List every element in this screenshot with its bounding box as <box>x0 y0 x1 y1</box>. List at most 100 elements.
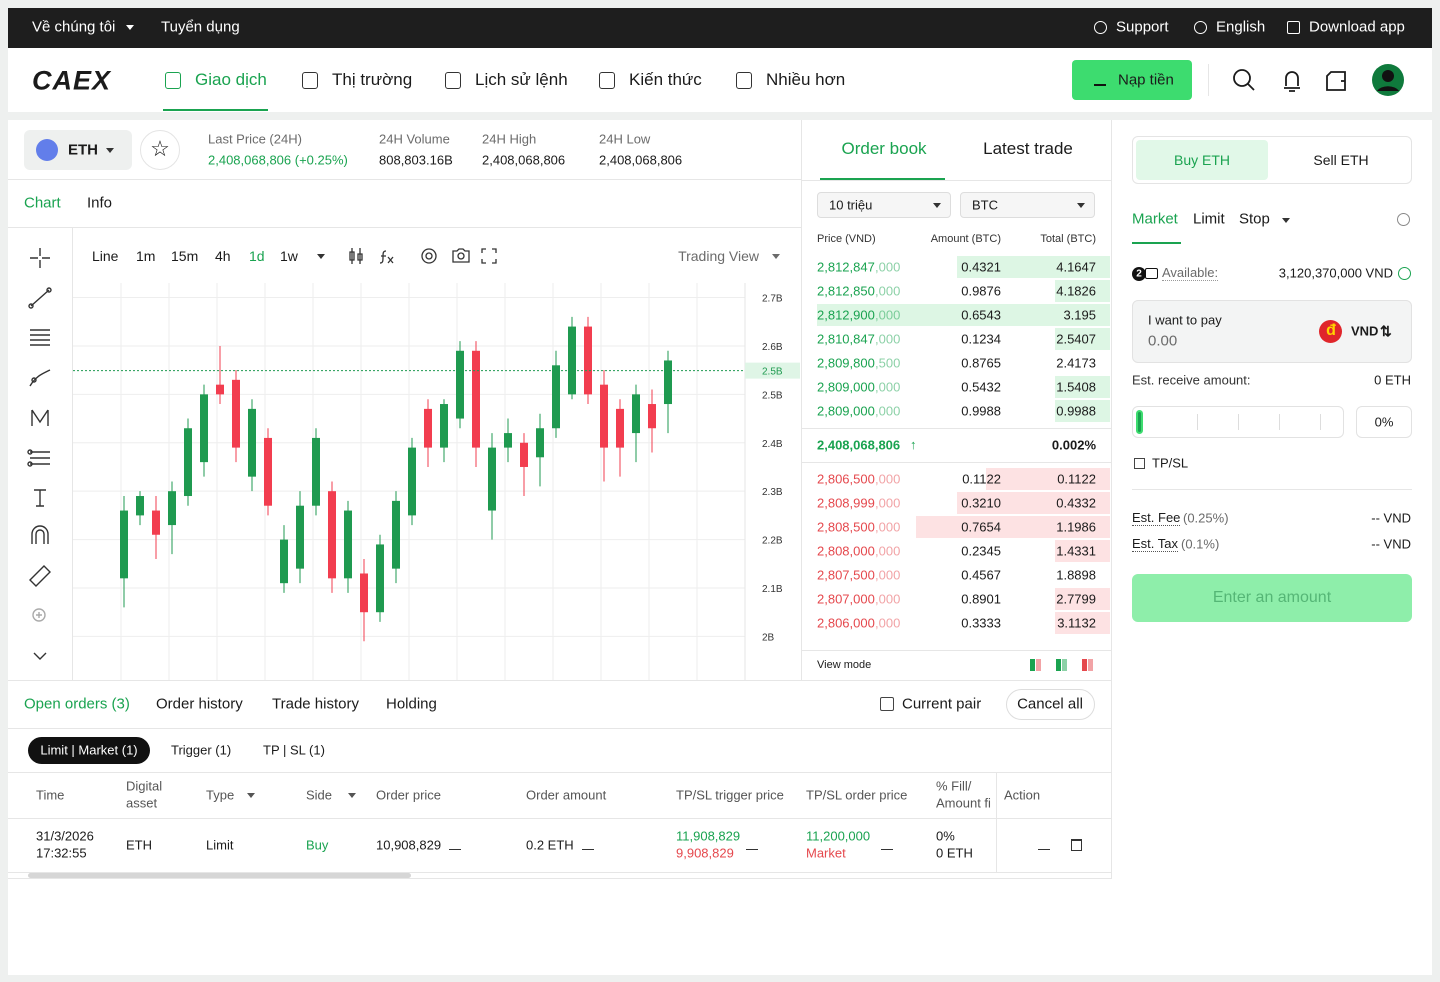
stat-label: 24H Volume <box>379 131 450 147</box>
table-header: Amount fi <box>936 795 991 811</box>
book-price: 2,809,000 <box>817 403 875 419</box>
side-label[interactable]: Sell ETH <box>1313 152 1369 168</box>
interval[interactable]: 4h <box>215 248 231 264</box>
orders-tab[interactable]: Open orders (3) <box>24 695 130 713</box>
book-select[interactable] <box>960 192 1095 218</box>
nav-item[interactable]: Nhiều hơn <box>766 70 846 89</box>
top-link[interactable]: Download app <box>1309 18 1405 36</box>
book-price: 2,808,999 <box>817 495 875 511</box>
edit-icon[interactable] <box>582 838 594 850</box>
book-tab[interactable]: Order book <box>841 139 927 158</box>
book-price: 2,809,800 <box>817 355 875 371</box>
candle-body <box>344 510 352 579</box>
orders-tab[interactable]: Trade history <box>272 695 359 713</box>
edit-icon[interactable] <box>746 838 758 850</box>
orders-tab[interactable]: Holding <box>386 695 437 713</box>
interval[interactable]: 15m <box>171 248 199 264</box>
book-price: 2,808,500 <box>817 519 875 535</box>
submit-label: Enter an amount <box>1212 589 1332 606</box>
book-price-tail: ,000 <box>875 543 901 559</box>
divider <box>801 462 1111 463</box>
book-price: 2,807,500 <box>817 567 875 583</box>
top-link[interactable]: Support <box>1116 18 1169 36</box>
buy-tab[interactable] <box>1136 140 1268 180</box>
tax-rate: (0.1%) <box>1181 536 1220 552</box>
chart-tab[interactable]: Info <box>87 194 113 212</box>
fee-label: Est. Fee <box>1132 510 1181 526</box>
tpsl-checkbox[interactable] <box>1134 458 1145 469</box>
candle-body <box>504 433 512 448</box>
order-type[interactable]: Market <box>1132 210 1178 228</box>
view-mode-icon[interactable] <box>1082 659 1087 671</box>
candle-body <box>392 500 400 569</box>
order-type[interactable]: Limit <box>1193 210 1225 228</box>
divider <box>163 109 268 111</box>
cell: 17:32:55 <box>36 845 87 861</box>
book-price-tail: ,000 <box>875 591 901 607</box>
book-tab[interactable]: Latest trade <box>983 139 1073 158</box>
view-select[interactable]: Trading View <box>678 248 759 264</box>
nav-item[interactable]: Thị trường <box>332 70 413 89</box>
candle-body <box>472 350 480 448</box>
subtab: Limit | Market (1) <box>40 742 138 758</box>
table-header: % Fill/ <box>936 778 972 794</box>
subtab[interactable]: TP | SL (1) <box>263 742 325 758</box>
book-price: 2,806,500 <box>817 471 875 487</box>
interval[interactable]: 1m <box>136 248 156 264</box>
submit-button[interactable] <box>1132 574 1412 622</box>
cell: 31/3/2026 <box>36 828 94 844</box>
interval[interactable]: 1d <box>249 248 265 264</box>
candle-body <box>456 350 464 419</box>
candle-body <box>648 404 656 429</box>
deposit-icon <box>1094 72 1106 86</box>
book-price: 2,810,847 <box>817 331 875 347</box>
divider <box>1132 489 1412 490</box>
slider[interactable] <box>1132 406 1344 438</box>
book-price-tail: ,000 <box>875 495 901 511</box>
book-amount: 0.3210 <box>961 495 1001 511</box>
checkbox[interactable] <box>880 697 894 711</box>
favorite-button[interactable] <box>140 130 180 170</box>
deposit-label[interactable]: Nạp tiền <box>1118 71 1174 89</box>
edit-icon[interactable] <box>449 838 461 850</box>
book-header: Amount (BTC) <box>930 233 1001 245</box>
edit-icon[interactable] <box>881 838 893 850</box>
candle-body <box>216 384 224 395</box>
book-select[interactable] <box>817 192 951 218</box>
caret <box>247 793 255 798</box>
subtab-active[interactable] <box>28 737 150 764</box>
nav-item[interactable]: Lịch sử lệnh <box>475 70 568 89</box>
top-icon <box>1094 21 1107 34</box>
top-link[interactable]: Về chúng tôi <box>32 18 116 36</box>
chart-tab[interactable]: Chart <box>24 194 61 212</box>
view-mode-icon[interactable] <box>1056 659 1061 671</box>
add-funds[interactable] <box>1398 267 1411 280</box>
top-link[interactable]: Tuyển dụng <box>161 18 240 36</box>
nav-item[interactable]: Giao dịch <box>195 70 267 89</box>
edit-icon[interactable] <box>1038 838 1050 850</box>
cancel-all-button[interactable] <box>1006 689 1095 720</box>
deposit-button[interactable] <box>1072 60 1192 100</box>
divider <box>801 650 1111 651</box>
nav-item[interactable]: Kiến thức <box>629 70 702 89</box>
order-type[interactable]: Stop <box>1239 210 1270 228</box>
book-price-tail: ,000 <box>875 259 901 275</box>
pay-input[interactable] <box>1132 300 1412 363</box>
book-total: 2.4173 <box>1056 355 1096 371</box>
table-header: Side <box>306 787 333 803</box>
interval[interactable]: 1w <box>280 248 298 264</box>
view-mode-icon[interactable] <box>1030 659 1035 671</box>
table-header: Type <box>206 787 235 803</box>
caret <box>933 203 941 208</box>
top-link[interactable]: English <box>1216 18 1266 36</box>
caret <box>772 254 780 259</box>
subtab[interactable]: Trigger (1) <box>171 742 232 758</box>
cell: 11,200,000 <box>806 828 871 844</box>
book-price: 2,808,000 <box>817 543 875 559</box>
interval[interactable]: Line <box>92 248 119 264</box>
star: ☆ <box>150 136 170 161</box>
orders-tab[interactable]: Order history <box>156 695 243 713</box>
stat-label: 24H High <box>482 131 537 147</box>
cell: 0.2 ETH <box>526 837 574 853</box>
delete-icon[interactable] <box>1071 839 1082 851</box>
